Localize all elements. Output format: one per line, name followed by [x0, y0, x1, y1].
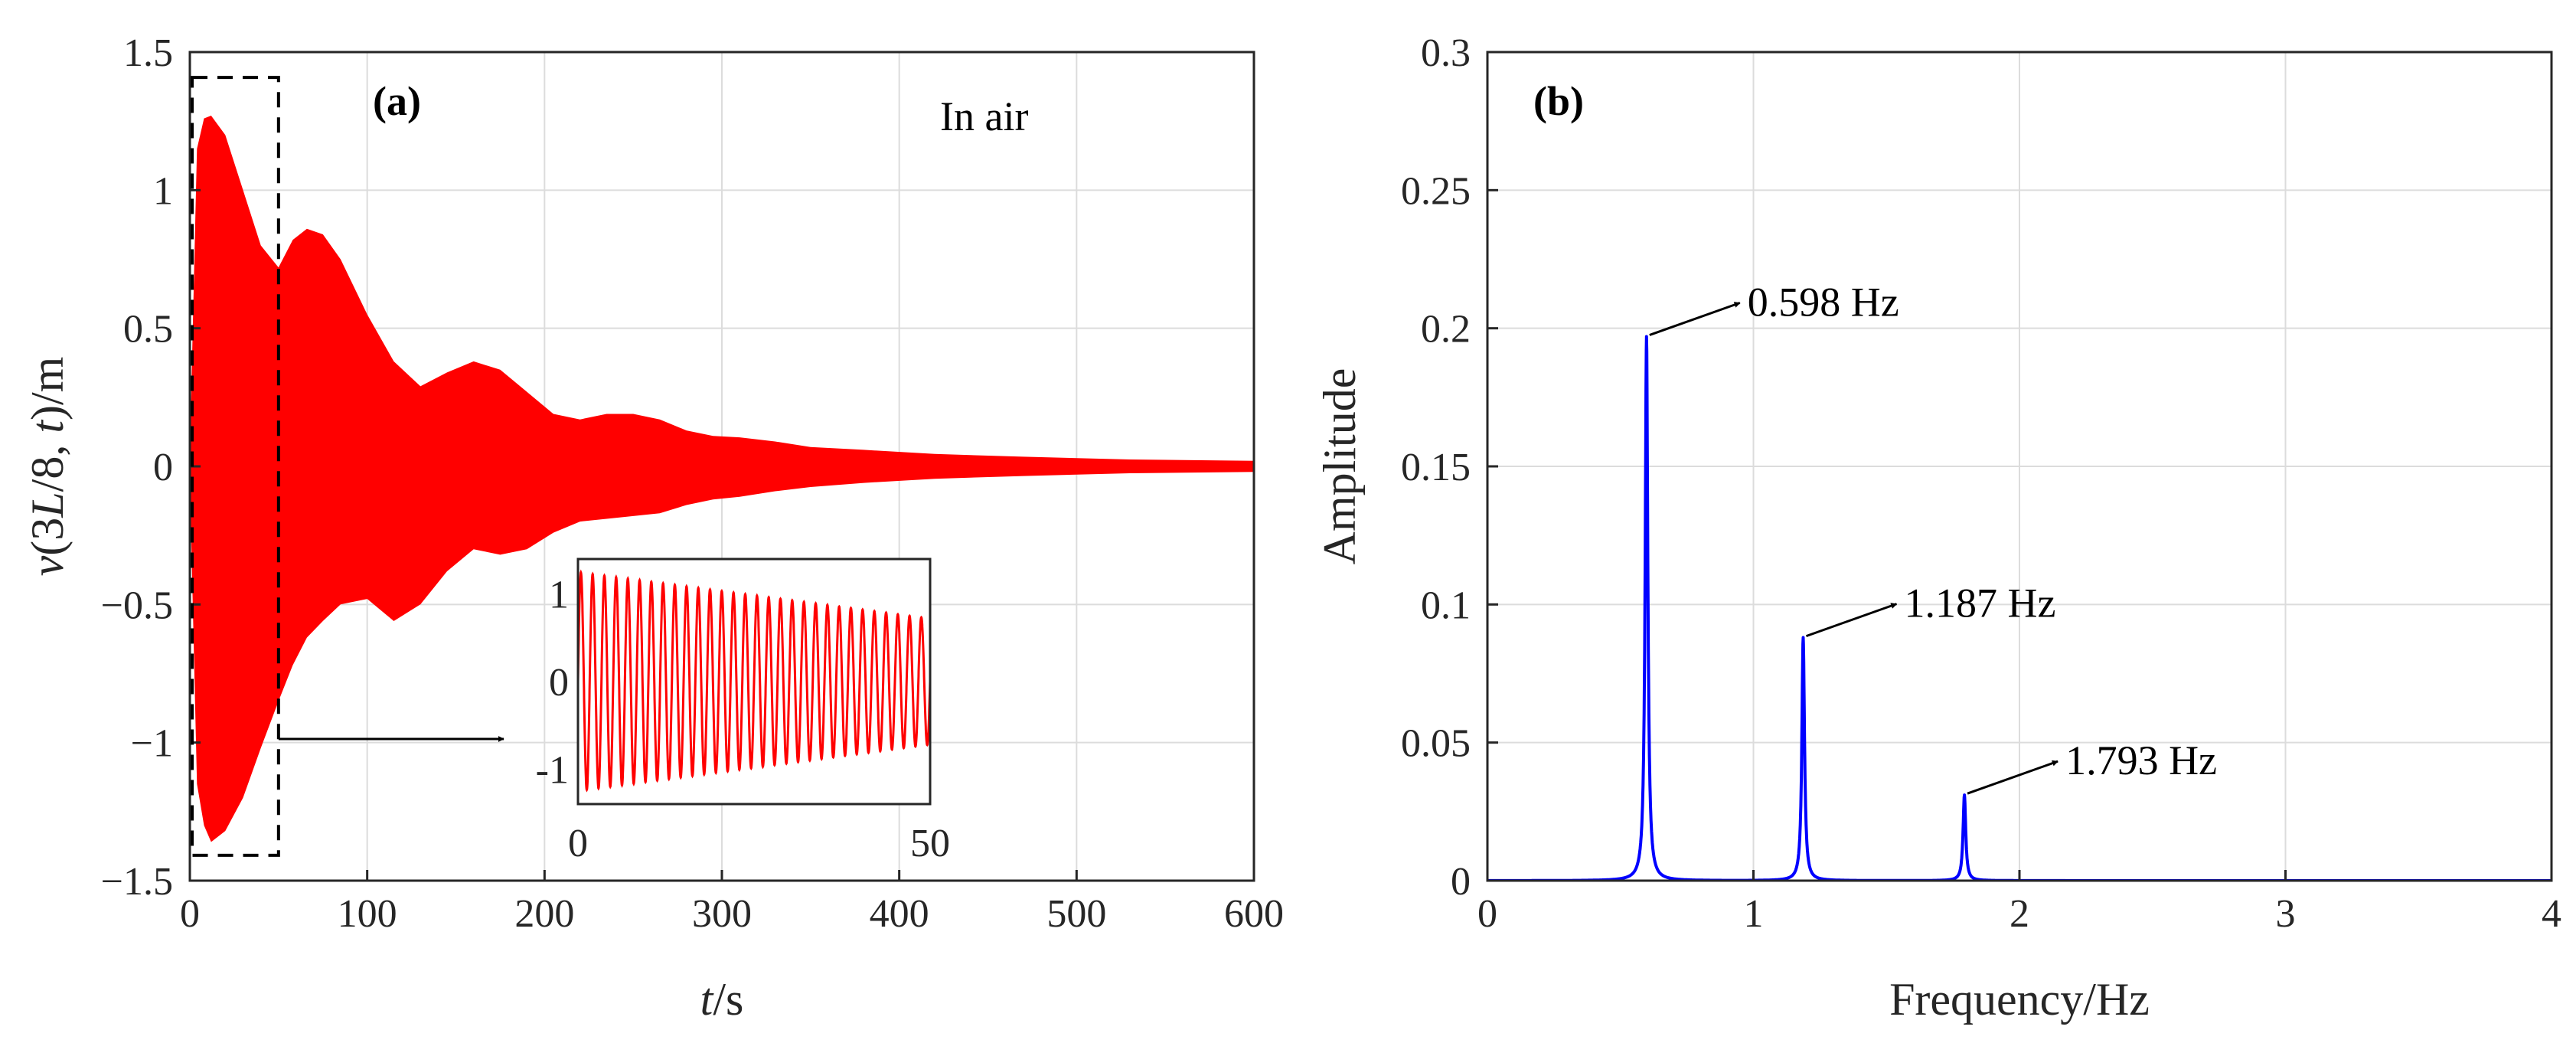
panel-b: 0 1 2 3 4 0 0.05 0.1 0.15 0.2 0.25 0.3 0.598 Hz 1.1… — [1314, 31, 2561, 1025]
inset-y-tick-label: -1 — [536, 748, 569, 792]
peak-annotation-arrow — [1805, 603, 1898, 638]
panel-a-x-tick-label: 400 — [870, 892, 929, 936]
panel-a-y-tick-label: −1 — [131, 722, 173, 766]
panel-a: 0 100 200 300 400 500 600 −1.5−1−0.500.511.5 1… — [22, 31, 1284, 1025]
panel-a-y-tick-label: 0.5 — [123, 308, 173, 351]
panel-a-inset: 1 0 -1 0 50 — [536, 557, 950, 865]
panel-a-y-tick-label: −1.5 — [101, 860, 173, 904]
panel-b-x-tick-label: 1 — [1744, 892, 1764, 936]
panel-a-label: (a) — [373, 78, 421, 124]
inset-x-tick-label-0: 0 — [568, 822, 588, 865]
panel-a-y-ticks: −1.5 −1 −0.5 0 0.5 1 1.5 — [101, 31, 201, 904]
panel-b-x-tick-label: 2 — [2010, 892, 2029, 936]
panel-b-peak-annotations: 0.598 Hz 1.187 Hz 1.793 Hz — [1649, 279, 2217, 795]
panel-a-y-tick-label: −0.5 — [101, 584, 173, 627]
panel-a-response-envelope — [190, 116, 1254, 842]
inset-oscillation-line — [578, 569, 930, 793]
panel-a-x-tick-label: 300 — [692, 892, 752, 936]
panel-b-x-tick-label: 4 — [2542, 892, 2561, 936]
panel-a-y-tick-label: 0 — [153, 446, 173, 489]
panel-a-x-tick-label: 500 — [1046, 892, 1106, 936]
panel-b-x-tick-label: 0 — [1477, 892, 1497, 936]
panel-b-y-axis-label: Amplitude — [1314, 368, 1365, 565]
panel-a-x-axis-label: t/s — [700, 974, 744, 1025]
inset-x-tick-label-1: 50 — [910, 822, 950, 865]
inset-frame — [576, 557, 932, 806]
panel-b-y-ticks: 0 0.05 0.1 0.15 0.2 0.25 0.3 — [1401, 31, 1498, 904]
panel-a-x-ticks: 0 100 200 300 400 500 600 — [180, 870, 1284, 936]
panel-b-y-tick-label: 0.2 — [1421, 308, 1471, 351]
panel-b-x-tick-label: 3 — [2276, 892, 2296, 936]
panel-b-y-tick-label: 0.15 — [1401, 446, 1471, 489]
peak-annotation-arrow — [1967, 760, 2059, 795]
panel-b-y-tick-label: 0.05 — [1401, 722, 1471, 766]
panel-b-y-tick-label: 0 — [1451, 860, 1471, 904]
panel-a-zoom-box — [191, 76, 280, 857]
panel-a-y-axis-label: v(3L/8, t)/m — [22, 357, 73, 577]
inset-y-tick-label: 0 — [549, 661, 569, 705]
peak-annotation-label: 1.793 Hz — [2065, 737, 2217, 783]
panel-a-annotation: In air — [940, 93, 1028, 139]
panel-b-y-tick-label: 0.25 — [1401, 169, 1471, 213]
peak-annotation-arrow — [1649, 302, 1741, 336]
panel-b-y-tick-label: 0.3 — [1421, 31, 1471, 75]
inset-y-ticks: 1 0 -1 — [536, 574, 569, 793]
panel-a-x-tick-label: 600 — [1224, 892, 1284, 936]
panel-a-x-tick-label: 0 — [180, 892, 200, 936]
panel-b-x-ticks: 0 1 2 3 4 — [1477, 870, 2561, 936]
panel-a-x-tick-label: 100 — [338, 892, 397, 936]
peak-annotation-label: 0.598 Hz — [1748, 279, 1899, 325]
peak-annotation-label: 1.187 Hz — [1904, 580, 2055, 626]
panel-a-y-tick-label: 1.5 — [123, 31, 173, 75]
panel-a-y-tick-label: 1 — [153, 169, 173, 213]
panel-b-x-axis-label: Frequency/Hz — [1889, 974, 2150, 1025]
inset-y-tick-label: 1 — [549, 574, 569, 617]
panel-b-y-tick-label: 0.1 — [1421, 584, 1471, 627]
panel-b-label: (b) — [1533, 78, 1584, 124]
panel-a-x-tick-label: 200 — [514, 892, 574, 936]
